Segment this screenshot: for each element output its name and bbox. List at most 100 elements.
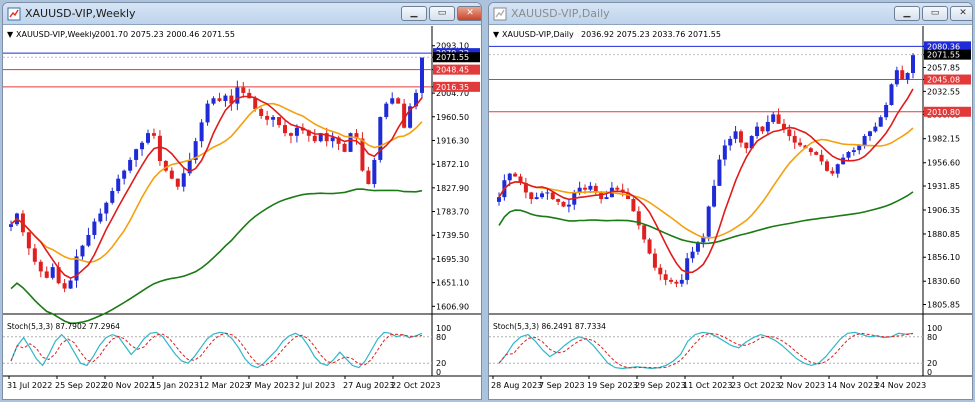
price-tick-label: 1872.10	[436, 160, 469, 169]
candle-body	[306, 130, 311, 136]
chart-canvas[interactable]: ▼ XAUUSD-VIP,Weekly 2001.70 2075.23 2000.4…	[3, 26, 481, 399]
candle-body	[685, 258, 690, 280]
close-button[interactable]: ✕	[950, 6, 972, 21]
candle-body	[674, 281, 679, 284]
candle-body	[229, 95, 234, 104]
candle-body	[312, 135, 317, 142]
chart-window-daily[interactable]: XAUUSD-VIP,Daily ▁ ▭ ✕ ▼ XAUUSD-VIP,Daily…	[488, 2, 973, 400]
candle-body	[738, 131, 743, 143]
minimize-button[interactable]: ▁	[401, 6, 427, 21]
candle-body	[792, 136, 797, 143]
candle-body	[175, 178, 180, 187]
window-title: XAUUSD-VIP,Daily	[511, 7, 610, 20]
chart-symbol-label: XAUUSD-VIP,Daily	[502, 30, 574, 39]
close-button[interactable]: ✕	[457, 6, 481, 21]
symbol-triangle-icon: ▼	[493, 30, 500, 39]
candle-body	[728, 138, 733, 146]
ma-slow-line	[498, 191, 914, 245]
candle-body	[636, 211, 641, 226]
price-tick-label: 1931.85	[927, 182, 960, 191]
candle-body	[122, 170, 127, 179]
price-tick-label: 2004.70	[436, 89, 469, 98]
title-bar[interactable]: XAUUSD-VIP,Weekly ▁ ▭ ✕	[3, 3, 481, 25]
stoch-tick-label: 100	[436, 324, 451, 333]
stoch-tick-label: 0	[927, 368, 932, 377]
price-tick-label: 2032.55	[927, 87, 960, 96]
close-icon: ✕	[466, 8, 474, 18]
maximize-icon: ▭	[930, 8, 940, 18]
candle-body	[217, 98, 222, 101]
price-tag-label: 2071.55	[436, 53, 469, 62]
candle-body	[679, 279, 684, 284]
minimize-button[interactable]: ▁	[894, 6, 920, 21]
candle-body	[513, 173, 518, 177]
candle-body	[534, 197, 539, 200]
candle-body	[366, 170, 371, 185]
candle-body	[378, 117, 383, 160]
candle-body	[26, 232, 31, 249]
price-tag-box	[433, 64, 480, 75]
candle-body	[408, 106, 413, 128]
date-tick-label: 2 Jul 2023	[295, 381, 335, 390]
price-tick-label: 1982.15	[927, 135, 960, 144]
minimize-icon: ▁	[410, 8, 418, 18]
candle-body	[755, 126, 760, 137]
date-tick-label: 25 Sep 2022	[55, 381, 106, 390]
price-tick-label: 2093.10	[436, 42, 469, 51]
price-tick-label: 1830.60	[927, 277, 960, 286]
stoch-tick-label: 80	[927, 333, 937, 342]
candle-body	[830, 170, 835, 174]
chart-window-icon	[7, 7, 21, 21]
candle-body	[545, 192, 550, 194]
candle-body	[497, 197, 501, 202]
price-tick-label: 1739.50	[436, 231, 469, 240]
ma-fast-line	[498, 88, 914, 274]
candle-body	[253, 98, 258, 109]
stoch-label: Stoch(5,3,3) 87.7902 77.2964	[7, 322, 120, 331]
price-tag-box	[433, 81, 480, 92]
price-tick-label: 2057.85	[927, 64, 960, 73]
stoch-tick-label: 20	[927, 359, 937, 368]
maximize-icon: ▭	[437, 8, 447, 18]
candle-body	[384, 103, 389, 118]
candle-body	[9, 224, 13, 227]
maximize-button[interactable]: ▭	[922, 6, 948, 21]
chart-background	[489, 26, 972, 399]
chart-symbol-label: XAUUSD-VIP,Weekly	[16, 30, 97, 39]
date-tick-label: 28 Aug 2023	[491, 381, 542, 390]
candle-body	[294, 127, 299, 136]
candle-body	[330, 137, 335, 142]
price-tick-label: 1956.60	[927, 159, 960, 168]
candle-body	[900, 70, 905, 80]
candle-body	[288, 133, 293, 136]
candle-body	[163, 160, 168, 171]
candle-body	[588, 185, 593, 190]
ma-fast-line	[10, 95, 423, 279]
maximize-button[interactable]: ▭	[429, 6, 455, 21]
candle-body	[561, 201, 566, 207]
date-tick-label: 7 Sep 2023	[539, 381, 585, 390]
chart-canvas[interactable]: ▼ XAUUSD-VIP,Daily 2036.92 2075.23 2033.76…	[489, 26, 972, 399]
candle-body	[523, 183, 528, 193]
price-tick-label: 1695.30	[436, 255, 469, 264]
candle-body	[414, 92, 419, 107]
candle-body	[199, 122, 204, 142]
candle-body	[652, 253, 657, 268]
title-bar[interactable]: XAUUSD-VIP,Daily ▁ ▭ ✕	[489, 3, 972, 25]
candle-body	[690, 251, 695, 259]
candle-body	[277, 117, 282, 126]
candle-body	[604, 197, 609, 200]
candle-body	[420, 57, 424, 93]
candle-body	[593, 185, 598, 193]
price-tick-label: 1916.30	[436, 136, 469, 145]
date-tick-label: 14 Nov 2023	[827, 381, 878, 390]
candle-body	[283, 125, 287, 134]
chart-window-weekly[interactable]: XAUUSD-VIP,Weekly ▁ ▭ ✕ ▼ XAUUSD-VIP,Week…	[2, 2, 482, 400]
candle-body	[300, 127, 305, 131]
daily-chart-svg[interactable]: ▼ XAUUSD-VIP,Daily 2036.92 2075.23 2033.76…	[489, 26, 972, 399]
price-tag-label: 2080.36	[927, 42, 960, 51]
candle-body	[402, 103, 407, 128]
candle-body	[134, 149, 139, 160]
candle-body	[862, 136, 867, 146]
